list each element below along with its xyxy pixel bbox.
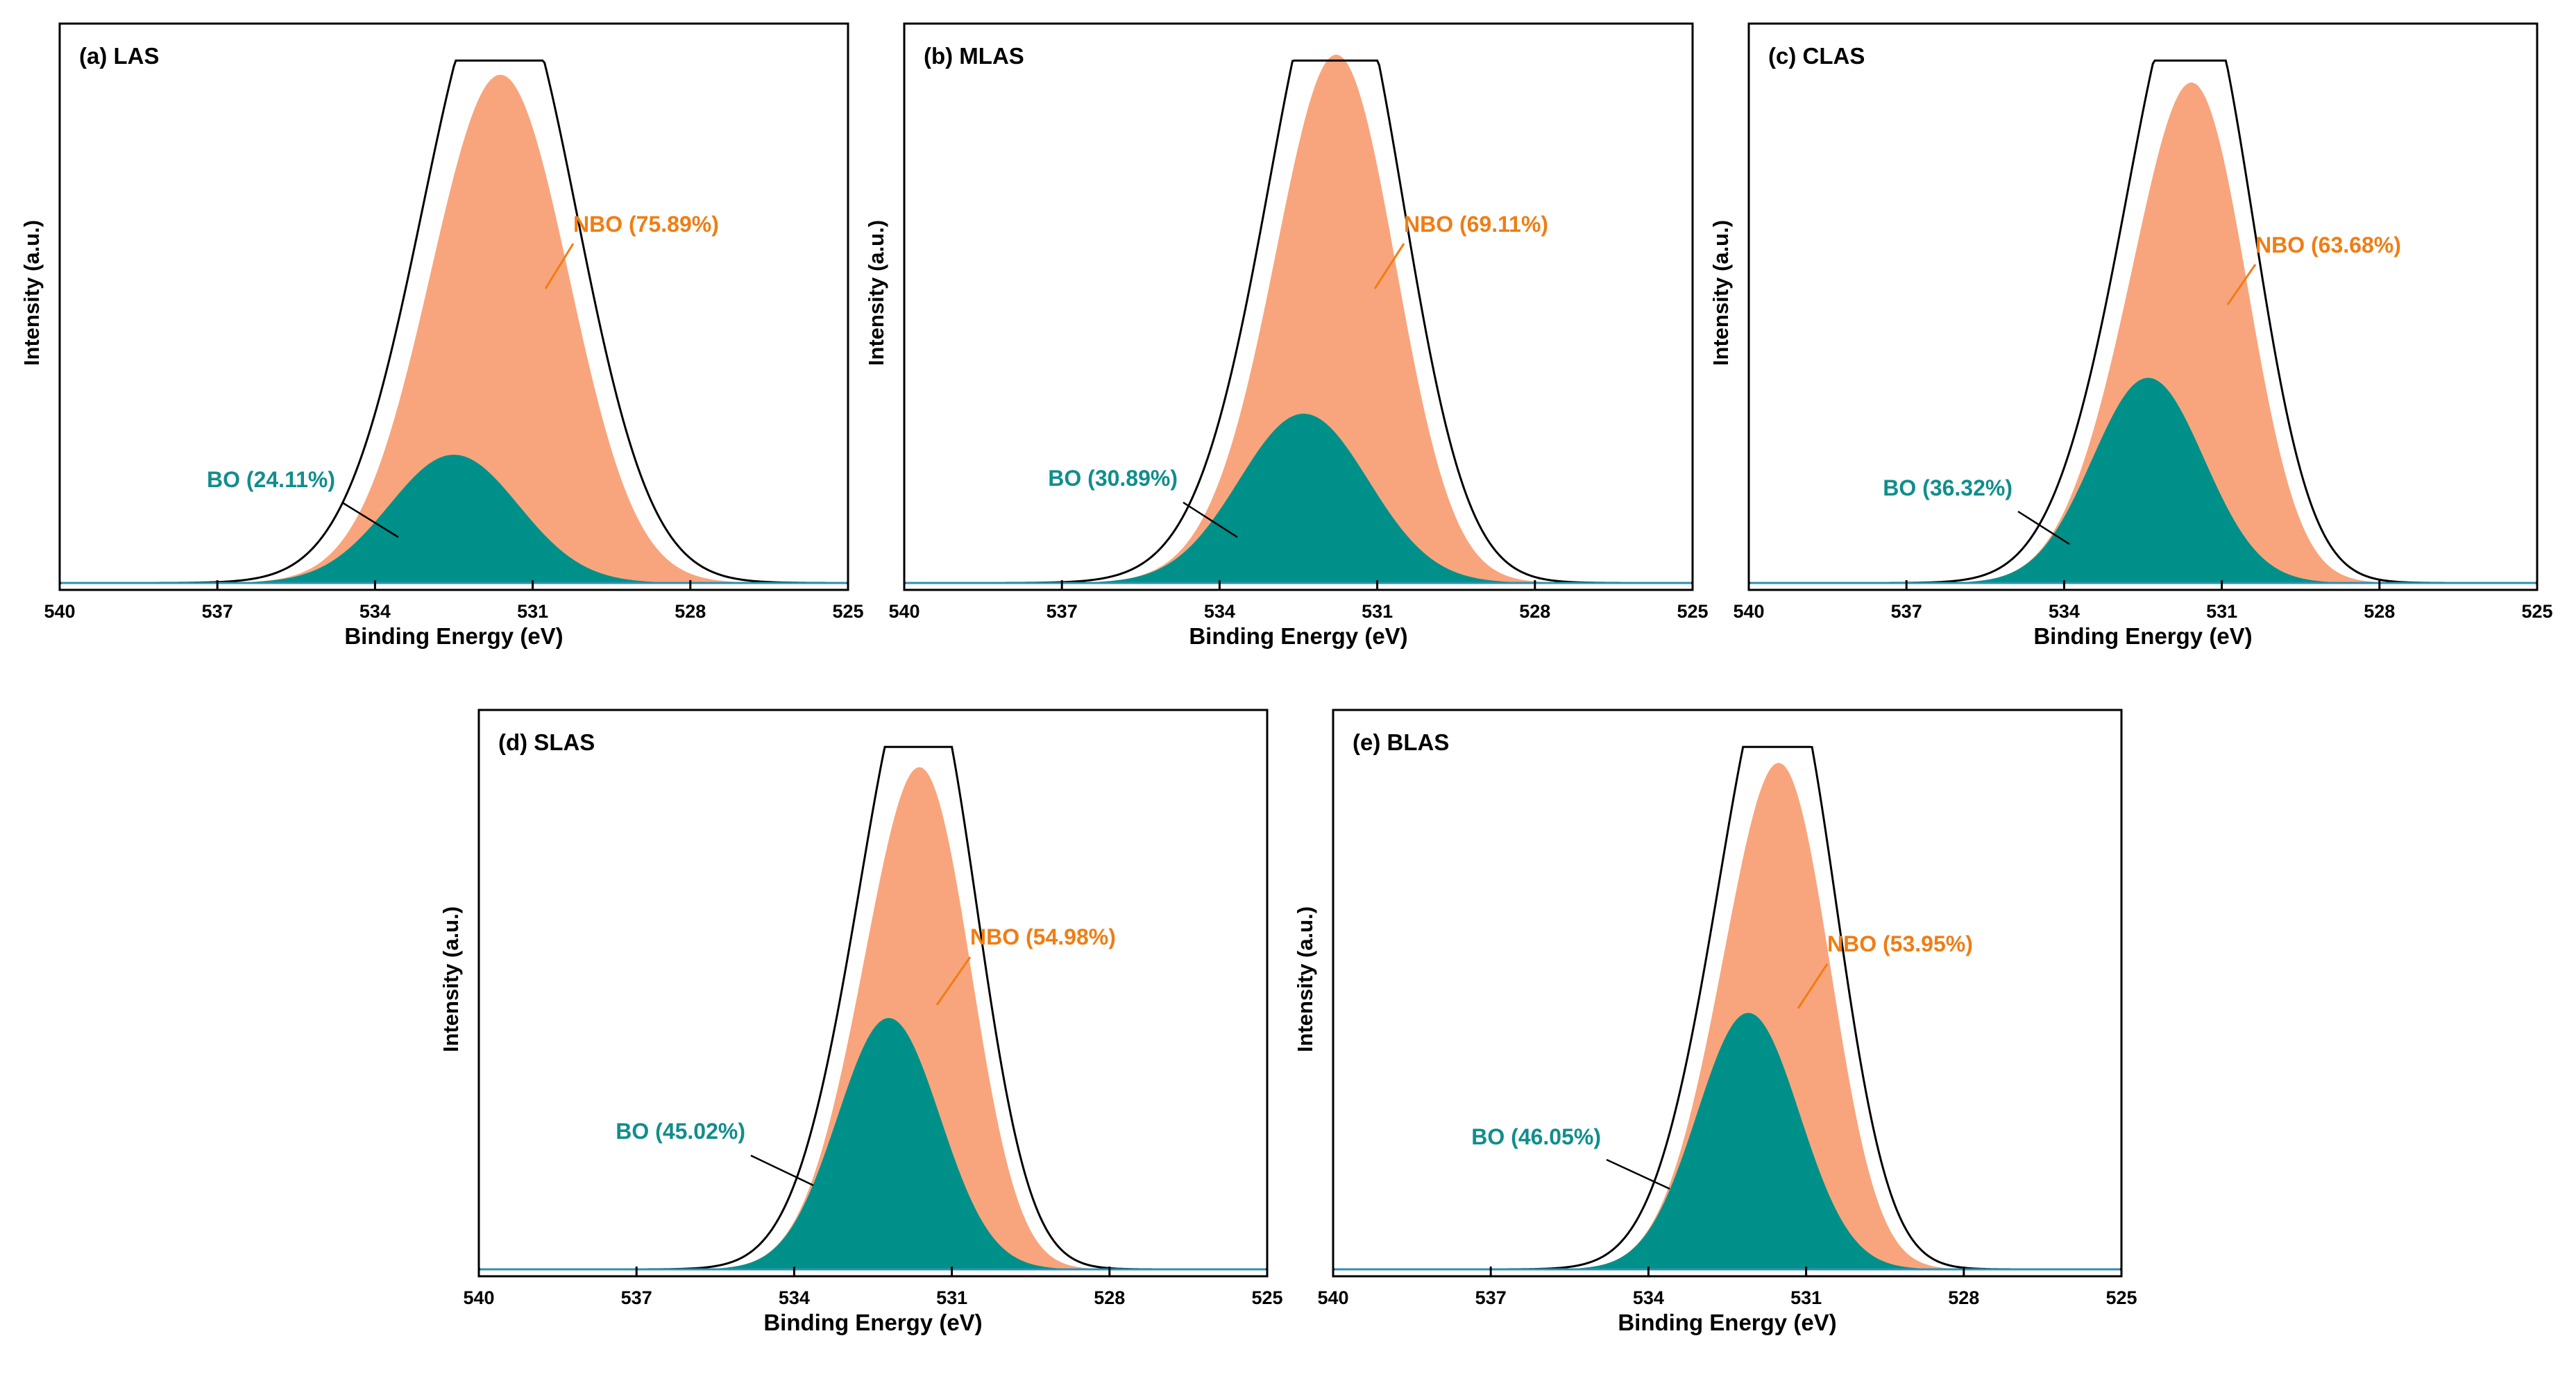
x-tick-label: 537 [1475, 1287, 1507, 1308]
nbo-leader-line [935, 956, 972, 1006]
nbo-leader-line [1797, 963, 1829, 1009]
bo-label: BO (36.32%) [1883, 475, 2012, 500]
x-tick-label: 525 [1251, 1287, 1282, 1308]
nbo-leader-line [1373, 243, 1405, 289]
x-tick-label: 525 [2521, 601, 2552, 622]
x-axis-label: Binding Energy (eV) [763, 1310, 982, 1335]
x-tick-label: 531 [517, 601, 548, 622]
bo-leader-line [2017, 510, 2070, 545]
bo-leader-line [1183, 501, 1238, 539]
nbo-peak-area [904, 54, 1693, 583]
x-tick-label: 528 [1948, 1287, 1979, 1308]
nbo-label: NBO (69.11%) [1404, 212, 1548, 237]
x-tick-label: 537 [1891, 601, 1922, 622]
panel-title: (a) LAS [79, 43, 160, 69]
y-axis-label: Intensity (a.u.) [864, 220, 888, 366]
x-tick-label: 531 [2206, 601, 2237, 622]
x-tick-label: 540 [888, 601, 920, 622]
panel-1: 540 537 534 531 528 525 Binding Energy (eV) Int… [19, 22, 864, 649]
bo-peak-area [1333, 1013, 2121, 1269]
bo-peak-area [60, 455, 848, 583]
nbo-peak-area [1333, 763, 2121, 1269]
bo-peak-area [479, 1017, 1267, 1269]
x-axis-label: Binding Energy (eV) [1189, 623, 1407, 649]
x-tick-label: 531 [1362, 601, 1393, 622]
nbo-leader-line [2226, 264, 2257, 305]
nbo-peak-area [60, 74, 848, 583]
panel-title: (c) CLAS [1768, 43, 1865, 69]
x-tick-label: 540 [463, 1287, 494, 1308]
x-tick-label: 534 [1204, 601, 1235, 622]
x-tick-label: 537 [202, 601, 233, 622]
plot-frame [903, 22, 1694, 591]
x-tick-label: 540 [1733, 601, 1764, 622]
bo-label: BO (45.02%) [616, 1119, 745, 1144]
x-tick-label: 528 [1519, 601, 1550, 622]
x-axis-label: Binding Energy (eV) [1618, 1310, 1836, 1335]
x-tick-label: 534 [2049, 601, 2080, 622]
bo-peak-area [904, 414, 1693, 583]
x-axis-label: Binding Energy (eV) [344, 623, 563, 649]
x-tick-label: 525 [1677, 601, 1708, 622]
bo-peak-area [1749, 378, 2537, 583]
nbo-peak-area [1749, 83, 2537, 583]
y-axis-label: Intensity (a.u.) [19, 220, 44, 366]
x-tick-label: 525 [2105, 1287, 2137, 1308]
nbo-label: NBO (63.68%) [2255, 232, 2401, 257]
nbo-leader-line [544, 243, 575, 289]
panel-2: 540 537 534 531 528 525 Binding Energy (eV) Int… [864, 22, 1709, 649]
x-tick-label: 525 [832, 601, 863, 622]
x-axis-label: Binding Energy (eV) [2033, 623, 2252, 649]
plot-frame [58, 22, 849, 591]
x-tick-label: 540 [1317, 1287, 1348, 1308]
nbo-label: NBO (75.89%) [573, 212, 719, 237]
bo-leader-line [341, 501, 399, 539]
x-tick-label: 534 [1633, 1287, 1664, 1308]
bo-label: BO (30.89%) [1048, 466, 1178, 491]
x-tick-label: 537 [621, 1287, 652, 1308]
y-axis-label: Intensity (a.u.) [1709, 220, 1733, 366]
bo-label: BO (24.11%) [207, 467, 335, 492]
x-tick-label: 534 [779, 1287, 810, 1308]
plot-frame [1332, 709, 2123, 1278]
nbo-label: NBO (53.95%) [1827, 931, 1973, 956]
panel-title: (e) BLAS [1353, 729, 1449, 755]
x-tick-label: 537 [1046, 601, 1078, 622]
y-axis-label: Intensity (a.u.) [1293, 906, 1317, 1052]
plot-frame [477, 709, 1269, 1278]
nbo-label: NBO (54.98%) [970, 924, 1116, 949]
x-tick-label: 528 [675, 601, 706, 622]
x-tick-label: 528 [1094, 1287, 1125, 1308]
x-tick-label: 531 [936, 1287, 967, 1308]
x-tick-label: 534 [359, 601, 391, 622]
bo-leader-line [1606, 1158, 1670, 1190]
panel-5: 540 537 534 531 528 525 Binding Energy (eV) Int… [1293, 709, 2137, 1335]
panel-4: 540 537 534 531 528 525 Binding Energy (eV) Int… [439, 709, 1283, 1335]
panel-3: 540 537 534 531 528 525 Binding Energy (eV) Int… [1709, 22, 2553, 649]
y-axis-label: Intensity (a.u.) [439, 906, 463, 1052]
plot-frame [1747, 22, 2539, 591]
x-tick-label: 540 [44, 601, 75, 622]
x-tick-label: 528 [2364, 601, 2395, 622]
panel-title: (b) MLAS [924, 43, 1024, 69]
nbo-peak-area [479, 767, 1267, 1269]
bo-label: BO (46.05%) [1471, 1124, 1601, 1149]
panel-title: (d) SLAS [498, 729, 595, 755]
x-tick-label: 531 [1790, 1287, 1822, 1308]
bo-leader-line [750, 1154, 814, 1187]
